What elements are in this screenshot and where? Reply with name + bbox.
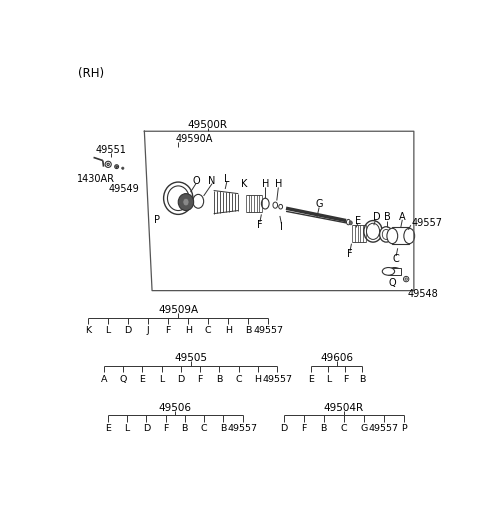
Text: J: J: [147, 326, 150, 335]
Text: 49590A: 49590A: [175, 134, 213, 144]
Text: D: D: [280, 424, 288, 433]
Text: C: C: [205, 326, 212, 335]
Ellipse shape: [178, 194, 193, 211]
Text: 49500R: 49500R: [188, 120, 228, 130]
Text: B: B: [245, 326, 252, 335]
Ellipse shape: [387, 228, 398, 244]
Ellipse shape: [367, 223, 380, 240]
Text: 49504R: 49504R: [324, 403, 364, 413]
Text: D: D: [143, 424, 150, 433]
Text: 49557: 49557: [262, 375, 292, 384]
Text: F: F: [301, 424, 306, 433]
Ellipse shape: [404, 228, 415, 244]
Text: K: K: [241, 179, 248, 189]
Ellipse shape: [115, 165, 119, 169]
Text: 49557: 49557: [411, 218, 443, 228]
Text: L: L: [326, 375, 331, 384]
Text: C: C: [340, 424, 347, 433]
Text: 49548: 49548: [408, 289, 438, 299]
Text: F: F: [347, 250, 353, 259]
Text: 49505: 49505: [174, 353, 207, 363]
Text: D: D: [177, 375, 184, 384]
Text: E: E: [355, 215, 360, 225]
Bar: [388, 268, 401, 275]
Ellipse shape: [349, 221, 352, 225]
Text: (RH): (RH): [78, 67, 104, 80]
Ellipse shape: [183, 198, 189, 206]
Ellipse shape: [279, 204, 283, 209]
Text: 49506: 49506: [159, 403, 192, 413]
Ellipse shape: [273, 202, 277, 208]
Text: C: C: [235, 375, 242, 384]
Ellipse shape: [382, 230, 390, 240]
Text: N: N: [208, 176, 216, 186]
Ellipse shape: [364, 221, 382, 242]
Text: E: E: [140, 375, 145, 384]
Ellipse shape: [382, 268, 395, 275]
Ellipse shape: [107, 163, 109, 166]
Ellipse shape: [262, 198, 269, 209]
Text: G: G: [360, 424, 367, 433]
Text: 49549: 49549: [109, 184, 140, 194]
Ellipse shape: [380, 227, 393, 242]
Text: Q: Q: [388, 278, 396, 288]
Text: 1430AR: 1430AR: [77, 174, 115, 184]
Bar: [392, 227, 409, 244]
Text: H: H: [254, 375, 262, 384]
Text: C: C: [201, 424, 207, 433]
Text: P: P: [401, 424, 407, 433]
Text: Q: Q: [120, 375, 127, 384]
Text: E: E: [105, 424, 111, 433]
Ellipse shape: [164, 182, 193, 214]
Ellipse shape: [388, 268, 401, 275]
Text: A: A: [101, 375, 107, 384]
Text: 49557: 49557: [228, 424, 258, 433]
Text: L: L: [224, 174, 229, 184]
Text: B: B: [321, 424, 327, 433]
Text: B: B: [384, 213, 390, 223]
Text: G: G: [315, 199, 323, 209]
Ellipse shape: [404, 276, 409, 282]
Text: H: H: [275, 179, 282, 189]
Text: K: K: [85, 326, 91, 335]
Text: 49606: 49606: [320, 353, 353, 363]
Text: H: H: [185, 326, 192, 335]
Text: P: P: [154, 215, 160, 225]
Text: O: O: [192, 176, 200, 186]
Text: F: F: [166, 326, 171, 335]
Ellipse shape: [405, 278, 408, 280]
Ellipse shape: [105, 161, 111, 168]
Text: C: C: [393, 254, 399, 264]
Text: B: B: [359, 375, 365, 384]
Text: 49551: 49551: [96, 145, 127, 154]
Ellipse shape: [121, 167, 124, 169]
Text: H: H: [225, 326, 232, 335]
Text: B: B: [220, 424, 227, 433]
Text: E: E: [309, 375, 314, 384]
Ellipse shape: [168, 186, 189, 211]
Text: 49557: 49557: [253, 326, 283, 335]
Text: 49509A: 49509A: [158, 305, 198, 315]
Text: H: H: [262, 179, 269, 189]
Text: F: F: [163, 424, 168, 433]
Text: L: L: [159, 375, 164, 384]
Text: F: F: [343, 375, 348, 384]
Text: F: F: [257, 220, 263, 230]
Text: D: D: [125, 326, 132, 335]
Ellipse shape: [347, 220, 350, 225]
Text: I: I: [280, 222, 283, 232]
Text: B: B: [216, 375, 223, 384]
Text: D: D: [373, 213, 381, 223]
Text: 49557: 49557: [369, 424, 399, 433]
Text: L: L: [124, 424, 130, 433]
Text: A: A: [399, 212, 406, 222]
Text: L: L: [106, 326, 111, 335]
Text: F: F: [197, 375, 203, 384]
Ellipse shape: [116, 166, 118, 168]
Ellipse shape: [193, 194, 204, 208]
Text: B: B: [181, 424, 188, 433]
